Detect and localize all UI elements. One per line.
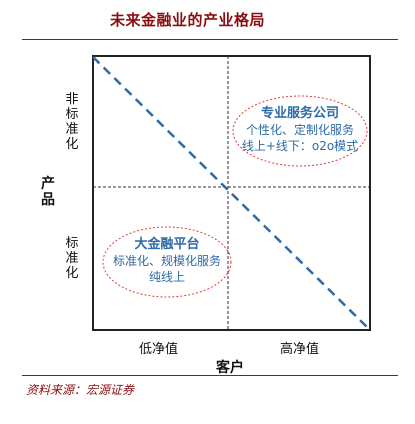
x-label-low-net-worth: 低净值 <box>139 342 179 357</box>
x-label-high-net-worth: 高净值 <box>280 342 320 357</box>
quadrant-frame <box>92 55 371 331</box>
bottom-left-ellipse <box>102 226 232 298</box>
chart-title: 未来金融业的产业格局 <box>110 11 266 29</box>
x-axis-label: 客户 <box>216 360 244 376</box>
bottom-left-bubble: 大金融平台 标准化、规模化服务 纯线上 <box>107 237 227 285</box>
y-label-nonstandard: 非标准化 <box>65 92 79 152</box>
top-right-title: 专业服务公司 <box>260 106 339 121</box>
diagonal-line <box>92 56 371 331</box>
top-right-bubble: 专业服务公司 个性化、定制化服务 线上+线下：o2o模式 <box>240 106 360 154</box>
top-right-line2: 线上+线下：o2o模式 <box>241 139 359 153</box>
top-right-line1: 个性化、定制化服务 <box>245 123 354 137</box>
bottom-left-line2: 纯线上 <box>148 270 185 284</box>
bottom-left-title: 大金融平台 <box>134 237 200 252</box>
top-divider <box>22 39 398 40</box>
bottom-left-line1: 标准化、规模化服务 <box>112 254 221 268</box>
top-right-ellipse <box>232 95 368 167</box>
y-label-standard: 标准化 <box>65 236 79 281</box>
source-note: 资料来源：宏源证券 <box>26 383 135 397</box>
bottom-divider <box>22 375 398 376</box>
y-axis-label: 产品 <box>41 176 55 208</box>
